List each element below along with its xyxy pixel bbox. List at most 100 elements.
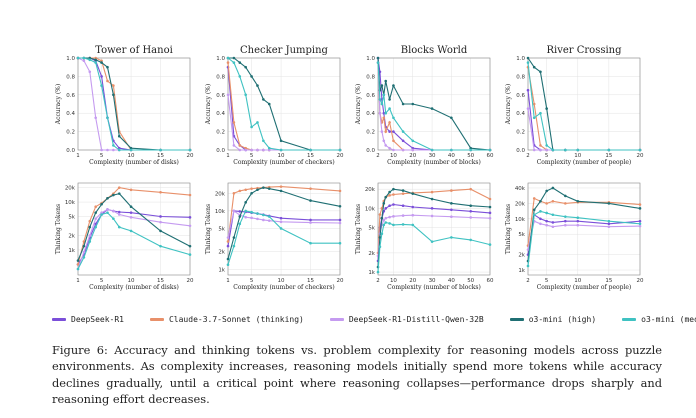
data-point-o3-mini-medium xyxy=(232,61,236,64)
y-tick-label: 20k xyxy=(515,201,526,207)
data-point-deepseek-r1-distill-qwen-32b xyxy=(539,222,542,226)
y-tick-label: 1.0 xyxy=(366,56,375,62)
data-point-o3-mini-high xyxy=(250,191,253,195)
series-line-claude-3-7-sonnet-thinking xyxy=(78,57,190,151)
data-point-claude-3-7-sonnet-thinking xyxy=(244,188,247,192)
series-line-deepseek-r1 xyxy=(227,67,340,151)
data-point-claude-3-7-sonnet-thinking xyxy=(250,187,253,190)
x-axis-label: Complexity (number of disks) xyxy=(89,284,179,291)
data-point-deepseek-r1 xyxy=(411,146,415,150)
data-point-o3-mini-medium xyxy=(380,232,384,236)
data-point-o3-mini-medium xyxy=(106,116,109,120)
data-point-claude-3-7-sonnet-thinking xyxy=(380,207,384,210)
y-tick-label: 5k xyxy=(68,214,75,220)
y-tick-label: 0.6 xyxy=(216,93,225,99)
x-tick-label: 50 xyxy=(467,278,474,284)
data-point-o3-mini-medium xyxy=(117,225,121,229)
data-point-o3-mini-medium xyxy=(450,236,453,239)
data-point-deepseek-r1 xyxy=(117,210,121,214)
y-tick-label: 1.0 xyxy=(216,56,225,62)
data-point-deepseek-r1-distill-qwen-32b xyxy=(388,146,391,150)
data-point-deepseek-r1-distill-qwen-32b xyxy=(564,223,567,227)
series-line-o3-mini-high xyxy=(78,57,190,151)
y-tick-label: 2k xyxy=(218,250,225,256)
data-point-o3-mini-medium xyxy=(238,222,242,226)
data-point-o3-mini-medium xyxy=(551,148,555,152)
data-point-o3-mini-high xyxy=(100,202,103,206)
data-point-o3-mini-high xyxy=(450,116,453,120)
data-point-o3-mini-high xyxy=(382,202,386,205)
series-line-o3-mini-high xyxy=(228,57,340,151)
legend-label: DeepSeek-R1 xyxy=(71,314,124,324)
legend-label: DeepSeek-R1-Distill-Qwen-32B xyxy=(348,314,484,324)
data-point-o3-mini-high xyxy=(388,98,391,101)
series-line-deepseek-r1-distill-qwen-32b xyxy=(227,209,341,238)
data-point-claude-3-7-sonnet-thinking xyxy=(532,197,536,200)
data-point-o3-mini-medium xyxy=(82,256,86,259)
data-point-o3-mini-medium xyxy=(88,58,92,62)
series-line-deepseek-r1-distill-qwen-32b xyxy=(527,220,641,250)
plot-frame xyxy=(77,182,191,276)
x-tick-label: 5 xyxy=(100,153,104,159)
data-point-o3-mini-medium xyxy=(539,111,542,115)
legend-label: o3-mini (medium) xyxy=(641,314,696,324)
data-point-deepseek-r1 xyxy=(388,204,391,208)
data-point-deepseek-r1-distill-qwen-32b xyxy=(392,148,395,152)
data-point-claude-3-7-sonnet-thinking xyxy=(100,59,103,63)
data-point-o3-mini-high xyxy=(117,192,121,195)
data-point-o3-mini-high xyxy=(129,146,133,150)
data-point-o3-mini-medium xyxy=(532,116,536,120)
data-point-deepseek-r1-distill-qwen-32b xyxy=(607,225,611,229)
data-point-claude-3-7-sonnet-thinking xyxy=(392,193,395,196)
data-point-o3-mini-high xyxy=(401,189,405,192)
data-point-o3-mini-medium xyxy=(392,223,395,227)
panel-title: Checker Jumping xyxy=(240,45,329,56)
data-point-o3-mini-high xyxy=(376,56,380,60)
data-point-o3-mini-medium xyxy=(392,116,395,120)
data-point-deepseek-r1 xyxy=(539,217,542,221)
y-tick-label: 20k xyxy=(215,191,226,197)
data-point-o3-mini-high xyxy=(526,56,530,60)
data-point-claude-3-7-sonnet-thinking xyxy=(469,187,472,191)
data-point-deepseek-r1-distill-qwen-32b xyxy=(82,250,86,254)
data-point-o3-mini-medium xyxy=(532,213,536,217)
data-point-o3-mini-high xyxy=(267,102,271,106)
data-point-o3-mini-medium xyxy=(576,148,580,152)
y-tick-label: 0.2 xyxy=(66,130,75,136)
data-point-o3-mini-medium xyxy=(388,107,391,110)
data-point-deepseek-r1-distill-qwen-32b xyxy=(129,216,133,219)
data-point-o3-mini-high xyxy=(232,56,236,60)
data-point-deepseek-r1 xyxy=(100,75,103,78)
data-point-claude-3-7-sonnet-thinking xyxy=(488,197,492,201)
y-axis-label: Thinking Tokens xyxy=(355,204,362,254)
legend-swatch xyxy=(329,317,344,321)
data-point-deepseek-r1-distill-qwen-32b xyxy=(244,215,247,219)
plot-frame xyxy=(377,57,491,151)
x-tick-label: 1 xyxy=(226,153,230,159)
data-point-o3-mini-medium xyxy=(338,148,342,152)
data-point-o3-mini-high xyxy=(100,61,103,64)
data-point-deepseek-r1 xyxy=(411,205,415,209)
data-point-o3-mini-high xyxy=(469,204,472,208)
data-point-o3-mini-high xyxy=(539,199,542,203)
y-tick-label: 10k xyxy=(65,200,76,206)
data-point-deepseek-r1-distill-qwen-32b xyxy=(401,148,405,152)
y-tick-label: 10k xyxy=(515,217,526,223)
data-point-deepseek-r1-distill-qwen-32b xyxy=(401,214,405,217)
y-tick-label: 20k xyxy=(365,187,376,193)
data-point-o3-mini-medium xyxy=(279,227,283,230)
data-point-claude-3-7-sonnet-thinking xyxy=(232,121,236,124)
data-point-claude-3-7-sonnet-thinking xyxy=(388,121,391,124)
data-point-o3-mini-medium xyxy=(94,225,97,229)
y-tick-label: 0.0 xyxy=(366,148,375,154)
y-tick-label: 0.6 xyxy=(66,93,75,99)
data-point-claude-3-7-sonnet-thinking xyxy=(112,84,115,87)
y-tick-label: 0.6 xyxy=(516,93,525,99)
y-tick-label: 0.8 xyxy=(366,74,375,80)
legend-item-claude: Claude-3.7-Sonnet (thinking) xyxy=(149,315,304,324)
data-point-o3-mini-medium xyxy=(262,139,265,143)
data-point-deepseek-r1-distill-qwen-32b xyxy=(232,144,236,147)
data-point-deepseek-r1-distill-qwen-32b xyxy=(267,148,271,152)
y-tick-label: 2k xyxy=(68,234,75,240)
